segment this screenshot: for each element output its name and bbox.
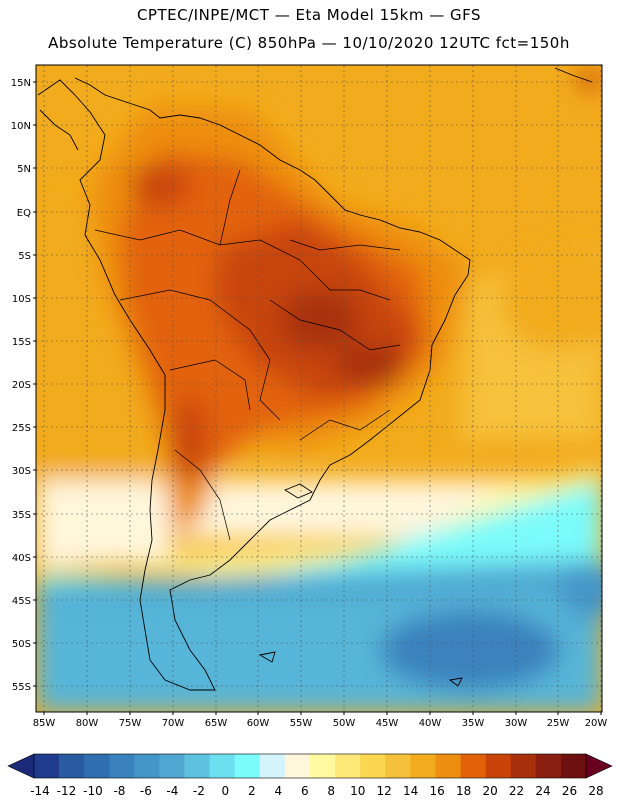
colorbar-swatch bbox=[385, 754, 411, 778]
colorbar-swatch bbox=[234, 754, 261, 778]
colorbar-label: -12 bbox=[57, 784, 77, 798]
lon-label: 20W bbox=[585, 718, 608, 729]
lon-label: 25W bbox=[547, 718, 570, 729]
colorbar-swatch bbox=[159, 754, 185, 778]
colorbar-label: -14 bbox=[30, 784, 50, 798]
colorbar-swatch bbox=[259, 754, 286, 778]
colorbar-swatch bbox=[510, 754, 537, 778]
title-line-2: Absolute Temperature (C) 850hPa — 10/10/… bbox=[48, 34, 570, 52]
colorbar-label: 22 bbox=[509, 784, 524, 798]
colorbar-swatch bbox=[360, 754, 386, 778]
lat-label: 35S bbox=[12, 510, 31, 521]
lon-label: 75W bbox=[119, 718, 142, 729]
colorbar-label: 28 bbox=[588, 784, 603, 798]
colorbar-right-arrow bbox=[585, 753, 613, 779]
colorbar-swatch bbox=[560, 754, 587, 778]
lat-label: 30S bbox=[12, 466, 31, 477]
temperature-field bbox=[36, 65, 602, 712]
colorbar: -14 -12 -10 -8 -6 -4 -2 0 2 4 6 8 10 12 14 16 18 20 22 24 26… bbox=[7, 753, 613, 798]
colorbar-label: -6 bbox=[140, 784, 152, 798]
colorbar-frame bbox=[33, 753, 587, 779]
lon-label: 55W bbox=[290, 718, 313, 729]
colorbar-label: 4 bbox=[274, 784, 282, 798]
lat-label: 15S bbox=[12, 337, 31, 348]
colorbar-label: -10 bbox=[83, 784, 103, 798]
colorbar-label: 2 bbox=[248, 784, 256, 798]
colorbar-swatch bbox=[435, 754, 461, 778]
lon-label: 50W bbox=[333, 718, 356, 729]
colorbar-swatch bbox=[284, 754, 311, 778]
lon-label: 70W bbox=[162, 718, 185, 729]
colorbar-label: 14 bbox=[403, 784, 418, 798]
lat-label: 15N bbox=[11, 78, 31, 89]
colorbar-label: 20 bbox=[482, 784, 497, 798]
colorbar-label: 26 bbox=[562, 784, 577, 798]
lat-label: 20S bbox=[12, 380, 31, 391]
lat-label: 10S bbox=[12, 294, 31, 305]
lat-label: 45S bbox=[12, 596, 31, 607]
longitude-labels: 85W 80W 75W 70W 65W 60W 55W 50W 45W 40W … bbox=[33, 718, 608, 729]
lon-label: 35W bbox=[462, 718, 485, 729]
colorbar-label: -8 bbox=[113, 784, 125, 798]
map-frame bbox=[35, 64, 603, 713]
lat-label: 5N bbox=[17, 164, 31, 175]
gridlines bbox=[36, 65, 602, 712]
lat-label: 40S bbox=[12, 553, 31, 564]
lat-label: EQ bbox=[17, 208, 31, 219]
colorbar-swatch bbox=[335, 754, 361, 778]
colorbar-label: -4 bbox=[166, 784, 178, 798]
lon-label: 40W bbox=[419, 718, 442, 729]
colorbar-label: 16 bbox=[429, 784, 444, 798]
colorbar-swatch bbox=[310, 754, 336, 778]
lat-label: 25S bbox=[12, 423, 31, 434]
title-line-1: CPTEC/INPE/MCT — Eta Model 15km — GFS bbox=[136, 6, 482, 24]
coastlines bbox=[37, 67, 593, 691]
colorbar-swatch bbox=[109, 754, 135, 778]
lat-label: 5S bbox=[18, 251, 31, 262]
colorbar-label: 12 bbox=[377, 784, 392, 798]
lon-label: 60W bbox=[247, 718, 270, 729]
colorbar-swatch bbox=[535, 754, 562, 778]
colorbar-label: 10 bbox=[350, 784, 365, 798]
colorbar-label: 0 bbox=[222, 784, 230, 798]
colorbar-swatch bbox=[59, 754, 85, 778]
colorbar-swatch bbox=[134, 754, 160, 778]
colorbar-label: -2 bbox=[193, 784, 205, 798]
colorbar-label: 6 bbox=[301, 784, 309, 798]
colorbar-swatch bbox=[34, 754, 60, 778]
colorbar-swatch bbox=[460, 754, 486, 778]
colorbar-label: 8 bbox=[327, 784, 335, 798]
colorbar-swatch bbox=[410, 754, 436, 778]
colorbar-swatch bbox=[84, 754, 110, 778]
lon-label: 45W bbox=[376, 718, 399, 729]
lat-label: 50S bbox=[12, 639, 31, 650]
lon-label: 85W bbox=[33, 718, 56, 729]
colorbar-left-arrow bbox=[7, 753, 35, 779]
lat-label: 10N bbox=[11, 121, 31, 132]
colorbar-swatch bbox=[184, 754, 210, 778]
lon-label: 65W bbox=[205, 718, 228, 729]
lon-label: 80W bbox=[76, 718, 99, 729]
lat-label: 55S bbox=[12, 682, 31, 693]
colorbar-swatch bbox=[209, 754, 236, 778]
latitude-labels: 15N 10N 5N EQ 5S 10S 15S 20S 25S 30S 35S… bbox=[11, 78, 31, 693]
colorbar-label: 18 bbox=[456, 784, 471, 798]
lon-label: 30W bbox=[505, 718, 528, 729]
colorbar-label: 24 bbox=[535, 784, 550, 798]
colorbar-swatch bbox=[485, 754, 512, 778]
axis-ticks bbox=[33, 81, 602, 715]
